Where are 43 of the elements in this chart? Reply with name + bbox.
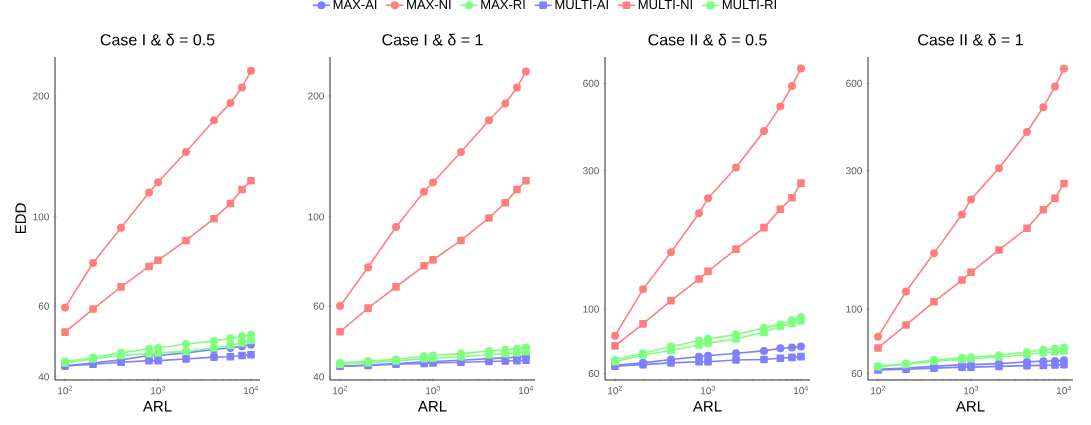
y-tick-label: 600 xyxy=(583,79,599,87)
y-tick-label: 60 xyxy=(313,302,324,310)
y-axis-title: EDD xyxy=(15,203,26,234)
y-tick-label: 600 xyxy=(846,79,862,87)
x-tick-label: 10$^{4}$ xyxy=(794,385,809,395)
x-tick-label: 10$^{2}$ xyxy=(58,385,72,395)
x-tick-label: 10$^{3}$ xyxy=(151,385,165,395)
y-tick-label: 100 xyxy=(583,305,599,313)
y-tick-label: 300 xyxy=(846,167,862,175)
y-tick-label: 40 xyxy=(313,373,324,381)
y-tick-label: 60 xyxy=(38,302,49,310)
x-axis-title: ARL xyxy=(417,401,447,412)
x-tick-label: 10$^{3}$ xyxy=(964,385,978,395)
legend-label: MAX-RI xyxy=(481,0,525,10)
legend-label: MAX-AI xyxy=(333,0,377,10)
y-tick-label: 60 xyxy=(588,369,599,378)
legend-label: MAX-NI xyxy=(407,0,451,10)
x-tick-label: 10$^{4}$ xyxy=(1057,385,1072,395)
x-tick-label: 10$^{4}$ xyxy=(244,385,259,395)
x-tick-label: 10$^{2}$ xyxy=(333,385,347,395)
y-tick-label: 100 xyxy=(33,213,49,221)
chart-title: Case I & δ = 0.5 xyxy=(100,33,215,46)
chart-title: Case II & δ = 1 xyxy=(918,33,1023,46)
chart-title: Case II & δ = 0.5 xyxy=(648,33,767,46)
x-tick-label: 10$^{2}$ xyxy=(871,385,885,395)
y-tick-label: 200 xyxy=(308,92,324,100)
legend-label: MULTI-RI xyxy=(722,0,776,10)
chart-title: Case I & δ = 1 xyxy=(382,33,483,46)
x-axis-title: ARL xyxy=(692,401,722,412)
x-tick-label: 10$^{3}$ xyxy=(701,385,715,395)
y-tick-label: 100 xyxy=(308,213,324,221)
y-tick-label: 200 xyxy=(33,92,49,100)
legend-label: MULTI-AI xyxy=(555,0,608,10)
x-axis-title: ARL xyxy=(955,401,985,412)
x-tick-label: 10$^{2}$ xyxy=(608,385,622,395)
y-tick-label: 60 xyxy=(851,369,862,378)
x-axis-title: ARL xyxy=(142,401,172,412)
x-tick-label: 10$^{4}$ xyxy=(519,385,534,395)
y-tick-label: 300 xyxy=(583,167,599,175)
y-tick-label: 100 xyxy=(846,305,862,313)
x-tick-label: 10$^{3}$ xyxy=(426,385,440,395)
legend-label: MULTI-NI xyxy=(638,0,692,10)
y-tick-label: 40 xyxy=(38,373,49,381)
